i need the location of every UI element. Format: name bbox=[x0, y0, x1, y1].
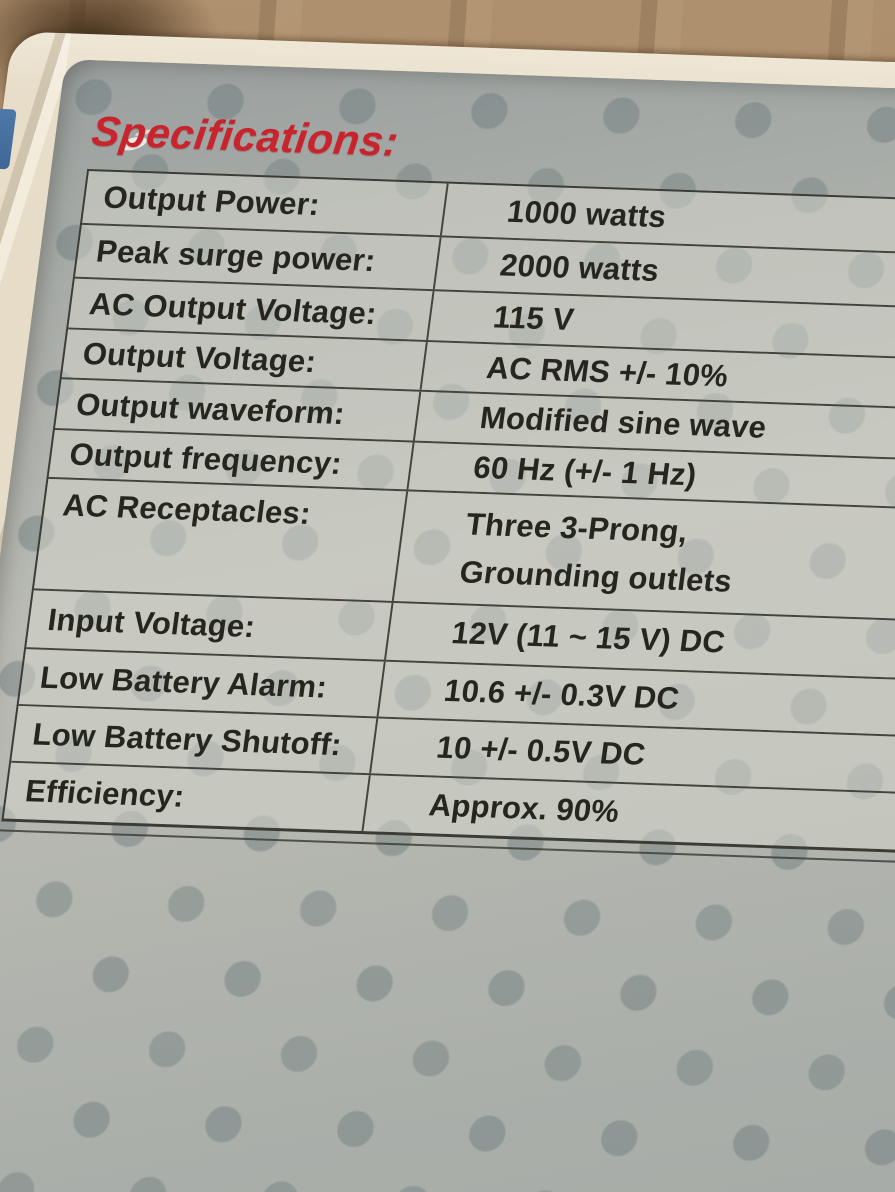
spec-label: Peak surge power: bbox=[75, 224, 442, 290]
specifications-table: Output Power: 1000 watts Peak surge powe… bbox=[1, 169, 895, 857]
gray-dotted-panel: Specifications: Output Power: 1000 watts… bbox=[0, 59, 895, 1192]
spec-label: Low Battery Alarm: bbox=[18, 649, 386, 717]
spec-label: Input Voltage: bbox=[26, 590, 394, 660]
spec-label: Output Power: bbox=[82, 171, 449, 236]
spec-value: Three 3-Prong, Grounding outlets bbox=[393, 491, 895, 624]
spec-label: Low Battery Shutoff: bbox=[11, 705, 379, 774]
spec-label: Efficiency: bbox=[3, 762, 371, 832]
specifications-title: Specifications: bbox=[89, 107, 402, 165]
product-box-panel: Specifications: Output Power: 1000 watts… bbox=[0, 30, 895, 1192]
spec-label: AC Receptacles: bbox=[34, 478, 409, 601]
